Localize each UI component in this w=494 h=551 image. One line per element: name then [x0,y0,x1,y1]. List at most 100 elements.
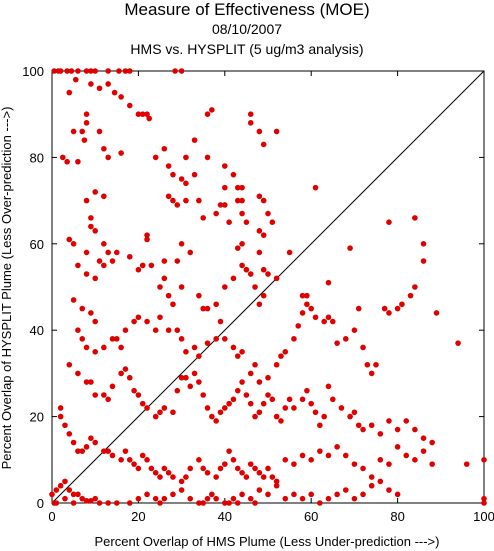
scatter-point [196,457,202,463]
x-tick-label: 40 [218,509,232,524]
scatter-point [144,111,150,117]
scatter-point [226,448,232,454]
scatter-point [420,448,427,454]
scatter-point [187,495,194,502]
scatter-point [83,498,90,504]
scatter-point [226,400,232,407]
scatter-point [66,236,73,243]
scatter-point [101,448,107,454]
scatter-point [83,344,90,351]
scatter-point [135,111,142,117]
scatter-point [101,145,107,152]
scatter-point [338,405,345,411]
scatter-point [200,465,206,472]
scatter-point [269,474,276,480]
scatter-point [230,344,237,351]
scatter-point [321,413,327,420]
scatter-point [200,392,206,398]
scatter-point [114,500,120,506]
scatter-point [118,457,124,463]
scatter-point [368,482,375,489]
scatter-point [161,405,168,411]
scatter-point [412,284,418,290]
scatter-point [157,500,163,506]
scatter-point [191,137,198,143]
scatter-point [481,457,487,463]
scatter-point [355,422,362,429]
scatter-point [88,379,94,385]
scatter-point [79,128,86,135]
scatter-point [170,171,176,178]
scatter-point [157,474,163,480]
scatter-point [273,482,280,489]
scatter-point [347,245,353,251]
scatter-point [351,409,358,416]
scatter-point [157,409,163,416]
scatter-point [260,232,267,238]
scatter-point [114,249,120,256]
scatter-point [252,413,258,420]
scatter-point [131,461,137,467]
scatter-point [217,409,224,416]
x-tick-label: 60 [304,509,318,524]
scatter-point [114,336,120,342]
scatter-point [66,361,73,368]
scatter-point [308,305,315,312]
scatter-point [312,314,319,321]
scatter-point [118,94,124,100]
scatter-point [222,184,228,191]
scatter-point [79,336,86,342]
x-tick-label: 20 [131,509,145,524]
scatter-point [135,266,142,273]
scatter-point [403,452,410,459]
scatter-point [243,266,250,273]
scatter-point [187,383,194,390]
scatter-point [273,478,280,485]
scatter-point [105,500,111,506]
scatter-point [170,197,176,204]
x-axis-label: Percent Overlap of HMS Plume (Less Under… [95,534,440,549]
scatter-point [122,68,129,74]
scatter-point [75,262,81,269]
scatter-point [75,68,81,74]
scatter-point [92,189,98,195]
scatter-point [265,392,271,398]
scatter-point [105,448,111,454]
scatter-point [265,210,271,217]
scatter-point [178,478,185,485]
scatter-point [204,469,211,476]
scatter-point [161,275,168,282]
scatter-point [92,349,98,355]
scatter-point [412,426,418,433]
scatter-point [368,370,375,377]
scatter-point [204,154,211,161]
scatter-point [196,353,202,359]
scatter-point [325,452,332,459]
scatter-point [126,374,133,381]
scatter-point [66,487,73,493]
scatter-point [187,249,194,256]
scatter-point [70,297,77,303]
x-tick-label: 0 [48,509,55,524]
scatter-point [60,154,66,161]
scatter-point [234,245,241,251]
scatter-point [135,314,142,321]
scatter-point [88,81,94,87]
scatter-point [481,495,487,502]
scatter-point [126,457,133,463]
scatter-point [75,448,81,454]
scatter-point [88,435,94,442]
scatter-point [204,305,211,312]
plot-frame [51,70,485,504]
scatter-point [243,392,250,398]
y-tick-label: 100 [22,64,44,79]
scatter-point [256,193,263,200]
scatter-point [170,301,176,308]
scatter-point [70,491,77,498]
scatter-point [247,111,254,117]
scatter-point [368,474,375,480]
scatter-point [172,68,178,74]
scatter-point [75,370,81,377]
scatter-point [299,292,306,299]
scatter-point [455,340,461,346]
